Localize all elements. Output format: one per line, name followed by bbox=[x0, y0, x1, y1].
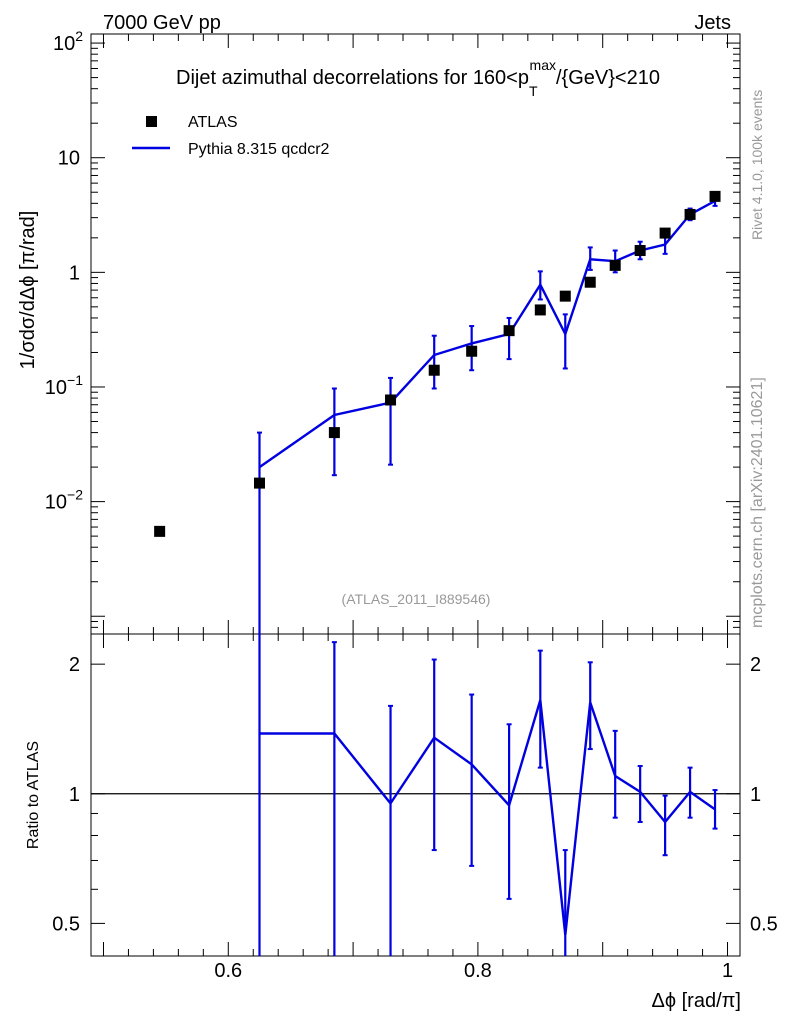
main-plot-marks bbox=[154, 190, 721, 634]
atlas-data-point bbox=[634, 245, 646, 257]
atlas-data-point bbox=[385, 394, 397, 406]
ratio-y-tick-label-right: 2 bbox=[750, 654, 761, 676]
atlas-data-point bbox=[154, 525, 166, 537]
atlas-data-point bbox=[584, 276, 596, 288]
main-y-tick-label: 102 bbox=[53, 28, 83, 55]
main-y-tick-label: 10−2 bbox=[45, 487, 83, 514]
atlas-data-point bbox=[328, 427, 340, 439]
atlas-data-point bbox=[684, 208, 696, 220]
ratio-y-tick-label: 1 bbox=[69, 784, 80, 806]
ratio-plot-marks bbox=[258, 634, 718, 956]
atlas-data-point bbox=[534, 304, 546, 316]
header-analysis-label: Jets bbox=[694, 12, 731, 34]
ratio-y-axis-label: Ratio to ATLAS bbox=[25, 741, 42, 849]
mcplots-label: mcplots.cern.ch [arXiv:2401.10621] bbox=[749, 377, 766, 628]
ratio-plot-frame: 0.6 0.8 1 0.5 0.5 1 1 2 2 bbox=[52, 633, 778, 982]
rivet-version-label: Rivet 4.1.0, 100k events bbox=[749, 90, 765, 240]
atlas-data-point bbox=[428, 364, 440, 376]
main-y-tick-label: 10−1 bbox=[45, 372, 83, 399]
ratio-plot-border bbox=[90, 633, 741, 957]
plot-title: Dijet azimuthal decorrelations for 160<p… bbox=[176, 57, 660, 99]
atlas-data-point bbox=[559, 290, 571, 302]
x-tick-label: 1 bbox=[722, 960, 733, 982]
ratio-y-tick-label-right: 1 bbox=[750, 784, 761, 806]
x-axis-label: Δϕ [rad/π] bbox=[652, 990, 742, 1012]
atlas-data-point bbox=[253, 477, 265, 489]
ratio-y-tick-label: 2 bbox=[69, 654, 80, 676]
ratio-line bbox=[259, 699, 716, 936]
main-y-tick-label: 10 bbox=[58, 148, 80, 170]
main-y-tick-label: 1 bbox=[69, 262, 80, 284]
atlas-data-point bbox=[709, 190, 721, 202]
atlas-data-point bbox=[466, 345, 478, 357]
analysis-watermark: (ATLAS_2011_I889546) bbox=[342, 591, 491, 607]
x-tick-label: 0.6 bbox=[214, 960, 242, 982]
legend-label-atlas: ATLAS bbox=[188, 114, 238, 131]
ratio-y-tick-label-right: 0.5 bbox=[750, 913, 778, 935]
atlas-data-point bbox=[609, 259, 621, 271]
atlas-data-point bbox=[659, 227, 671, 239]
legend-marker-atlas bbox=[146, 116, 157, 127]
ratio-y-tick-label: 0.5 bbox=[52, 913, 80, 935]
header-beam-label: 7000 GeV pp bbox=[103, 12, 221, 34]
x-tick-label: 0.8 bbox=[464, 960, 492, 982]
legend-label-pythia: Pythia 8.315 qcdcr2 bbox=[188, 141, 330, 158]
pythia-line bbox=[258, 199, 716, 469]
main-y-axis-label: 1/σdσ/dΔϕ [π/rad] bbox=[17, 211, 39, 370]
atlas-data-point bbox=[503, 325, 515, 337]
